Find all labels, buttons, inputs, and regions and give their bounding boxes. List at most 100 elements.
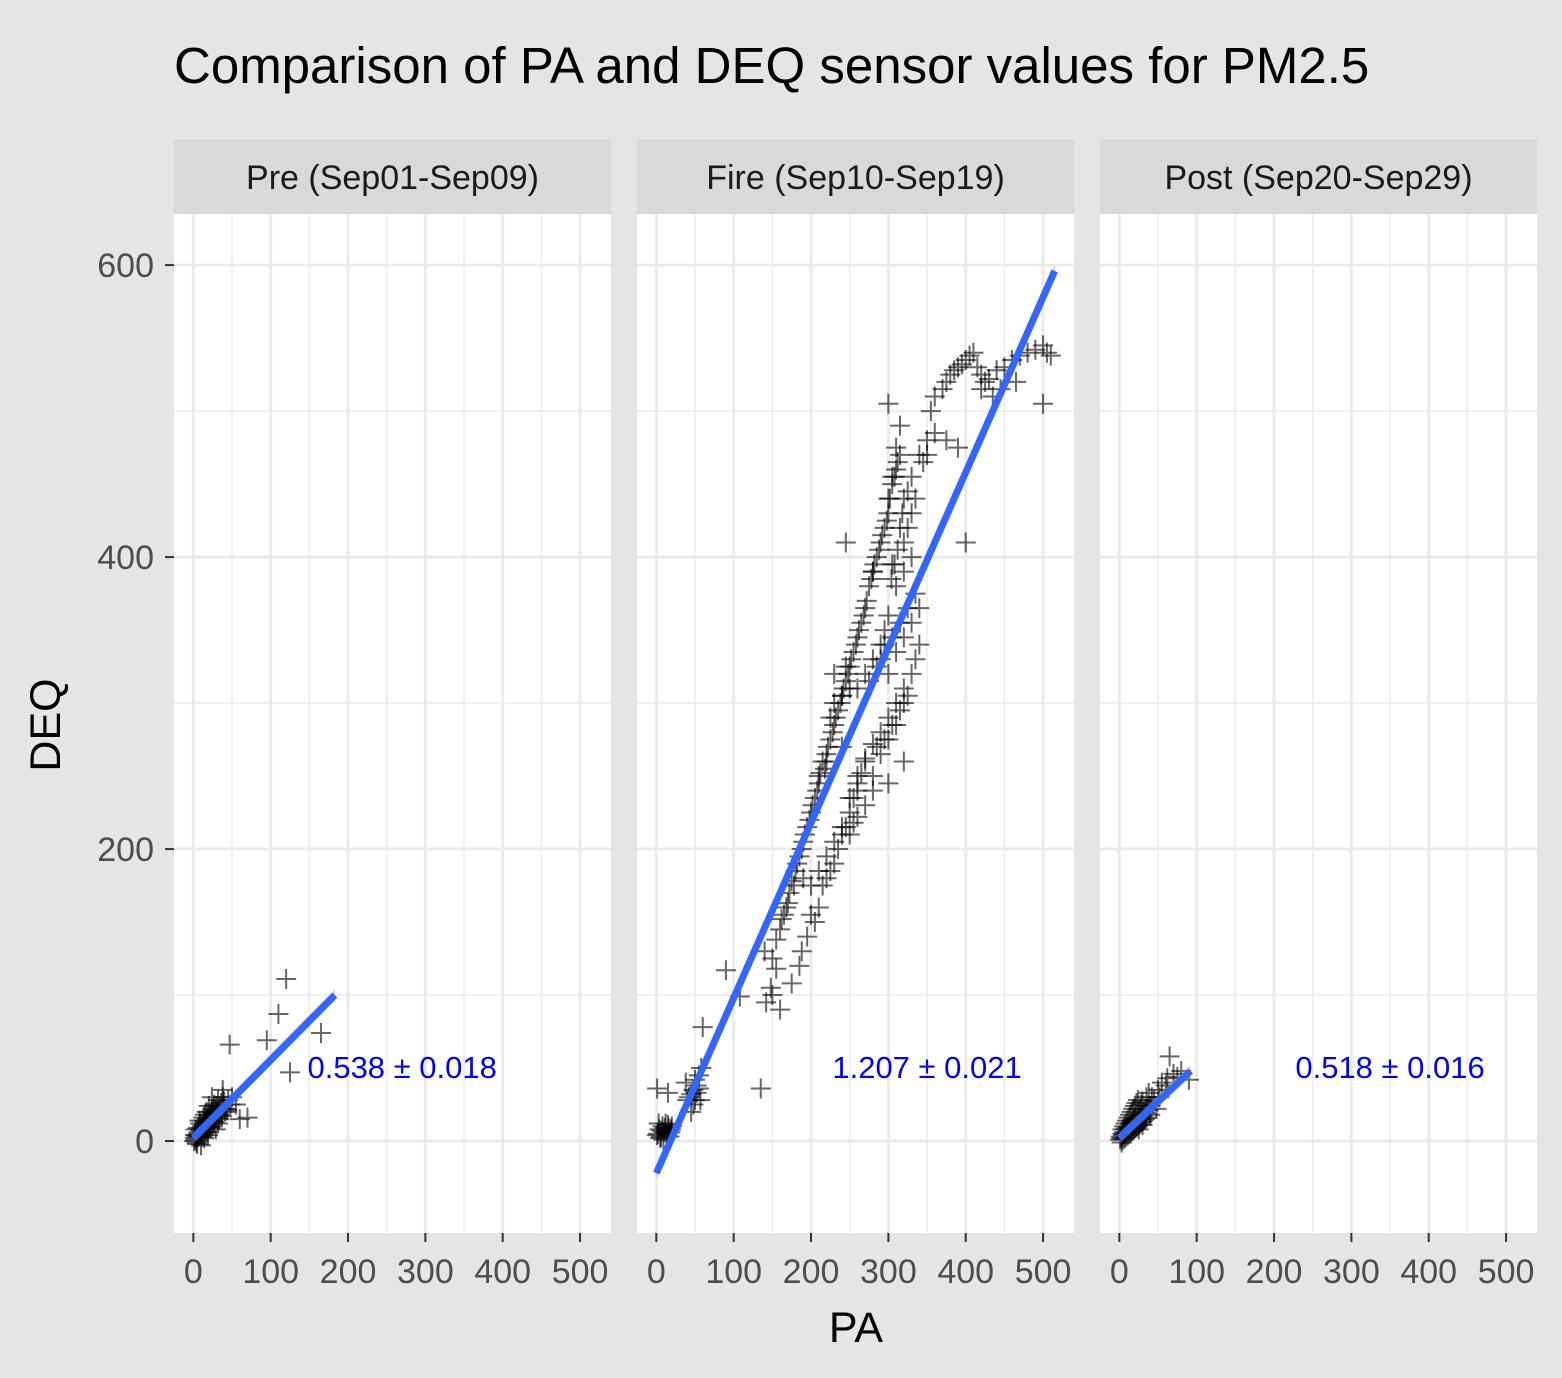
data-point xyxy=(843,812,864,833)
data-point xyxy=(791,941,812,962)
facet-strip-label: Fire (Sep10-Sep19) xyxy=(706,159,1005,197)
x-tick-label: 500 xyxy=(1015,1253,1072,1291)
data-point xyxy=(766,929,787,950)
data-point xyxy=(808,766,829,787)
data-point xyxy=(789,955,810,976)
data-point xyxy=(237,1107,258,1128)
data-point xyxy=(955,532,976,553)
data-point xyxy=(1025,339,1046,360)
slope-annotation: 0.518 ± 0.016 xyxy=(1295,1050,1484,1085)
data-point xyxy=(862,780,883,801)
data-point xyxy=(835,656,856,677)
data-point xyxy=(901,663,922,684)
data-point xyxy=(893,488,914,509)
data-point xyxy=(808,860,829,881)
data-point xyxy=(777,893,798,914)
facet-panel: Fire (Sep10-Sep19) 1.207 ± 0.021 0 100 200 30… xyxy=(637,139,1074,1291)
x-tick-label: 400 xyxy=(937,1253,994,1291)
fit-line xyxy=(190,992,338,1141)
data-point xyxy=(675,1072,696,1093)
data-point xyxy=(690,1090,711,1111)
data-point xyxy=(893,751,914,772)
x-tick-label: 100 xyxy=(242,1253,299,1291)
fit-line xyxy=(653,269,1058,1175)
data-point xyxy=(797,926,818,947)
data-point xyxy=(892,503,913,524)
data-point xyxy=(1033,393,1054,414)
x-tick-label: 500 xyxy=(1478,1253,1535,1291)
x-tick-label: 200 xyxy=(783,1253,840,1291)
data-point xyxy=(905,649,926,670)
data-point xyxy=(820,707,841,728)
data-point xyxy=(862,561,883,582)
data-point xyxy=(810,763,831,784)
x-tick-label: 400 xyxy=(1400,1253,1457,1291)
y-axis-title: DEQ xyxy=(22,678,70,771)
chart-title: Comparison of PA and DEQ sensor values f… xyxy=(174,37,1369,94)
data-point xyxy=(268,1004,289,1025)
data-point xyxy=(756,992,777,1013)
facet-panel: Pre (Sep01-Sep09) 0.538 ± 0.018 0 100 200 300… xyxy=(174,139,611,1291)
data-point xyxy=(781,973,802,994)
data-point xyxy=(692,1017,713,1038)
data-point xyxy=(835,532,856,553)
x-tick-label: 300 xyxy=(1323,1253,1380,1291)
data-point xyxy=(886,714,907,735)
data-point xyxy=(901,466,922,487)
panel-background xyxy=(1100,214,1537,1233)
y-tick-label: 600 xyxy=(97,247,154,285)
facet-strip xyxy=(1100,139,1537,214)
data-point xyxy=(878,773,899,794)
data-point xyxy=(886,437,907,458)
data-point xyxy=(881,568,902,589)
data-point xyxy=(256,1030,277,1051)
data-point xyxy=(276,968,297,989)
data-points xyxy=(647,335,1061,1150)
data-point xyxy=(801,875,822,896)
data-point xyxy=(1036,342,1057,363)
x-tick-label: 500 xyxy=(552,1253,609,1291)
data-point xyxy=(1159,1046,1180,1067)
facet-panels: Pre (Sep01-Sep09) 0.538 ± 0.018 0 100 200 300… xyxy=(174,139,1537,1291)
data-point xyxy=(1163,1063,1184,1084)
data-point xyxy=(201,1087,222,1108)
data-point xyxy=(936,430,957,451)
x-tick-label: 0 xyxy=(184,1253,203,1291)
data-point xyxy=(887,539,908,560)
data-point xyxy=(963,342,984,363)
x-tick-label: 100 xyxy=(1168,1253,1225,1291)
data-point xyxy=(878,393,899,414)
data-point xyxy=(959,345,980,366)
y-tick-label: 0 xyxy=(135,1123,154,1161)
data-point xyxy=(229,1109,250,1130)
data-point xyxy=(770,919,791,940)
data-point xyxy=(824,663,845,684)
data-point xyxy=(770,999,791,1020)
data-point xyxy=(801,904,822,925)
data-point xyxy=(647,1125,668,1146)
y-tick-label: 200 xyxy=(97,831,154,869)
data-point xyxy=(851,763,872,784)
data-point xyxy=(771,909,792,930)
data-point xyxy=(901,547,922,568)
x-tick-label: 400 xyxy=(474,1253,531,1291)
facet-strip xyxy=(174,139,611,214)
data-point xyxy=(986,360,1007,381)
x-tick-label: 200 xyxy=(1246,1253,1303,1291)
data-point xyxy=(878,605,899,626)
y-axis: 0 200 400 600 xyxy=(97,247,174,1161)
data-point xyxy=(280,1062,301,1083)
data-point xyxy=(978,368,999,389)
data-point xyxy=(816,846,837,867)
data-point xyxy=(884,554,905,575)
data-point xyxy=(855,751,876,772)
facet-strip-label: Post (Sep20-Sep29) xyxy=(1164,159,1472,197)
data-point xyxy=(657,1082,678,1103)
data-point xyxy=(913,452,934,473)
data-point xyxy=(870,744,891,765)
data-point xyxy=(750,1078,771,1099)
x-tick-label: 200 xyxy=(320,1253,377,1291)
data-point xyxy=(855,795,876,816)
x-tick-label: 0 xyxy=(1110,1253,1129,1291)
